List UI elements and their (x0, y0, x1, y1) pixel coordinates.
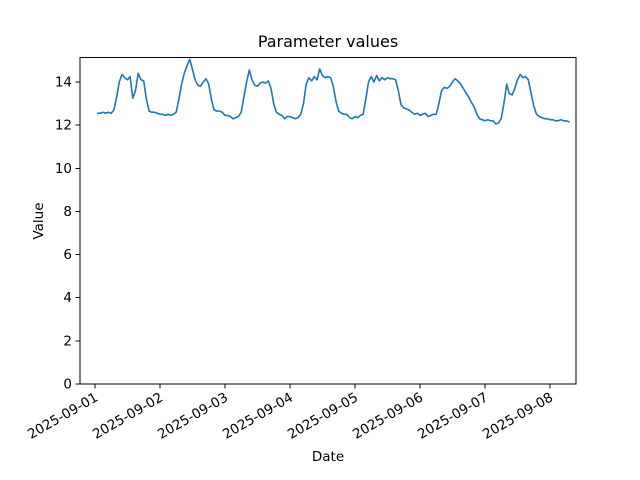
y-tick-label: 6 (63, 247, 72, 263)
x-tick-label: 2025-09-01 (25, 390, 101, 443)
x-tick-label: 2025-09-02 (90, 390, 166, 443)
x-tick-label: 2025-09-04 (220, 390, 296, 443)
y-tick-label: 10 (55, 161, 72, 177)
y-tick-label: 8 (63, 204, 72, 220)
x-tick-label: 2025-09-03 (155, 390, 231, 443)
y-tick-label: 14 (55, 74, 72, 90)
y-axis-label: Value (31, 202, 47, 240)
x-tick-label: 2025-09-05 (285, 390, 361, 443)
y-tick-label: 4 (63, 290, 72, 306)
axes-frame (79, 57, 577, 385)
x-axis-label: Date (311, 449, 345, 465)
y-tick-label: 2 (63, 333, 72, 349)
x-tick-label: 2025-09-08 (480, 390, 556, 443)
y-tick-label: 12 (55, 118, 72, 134)
data-line (96, 58, 570, 125)
y-tick-label: 0 (63, 377, 72, 393)
chart-title: Parameter values (257, 32, 399, 51)
x-tick-label: 2025-09-07 (415, 390, 491, 443)
x-tick-label: 2025-09-06 (350, 390, 426, 443)
